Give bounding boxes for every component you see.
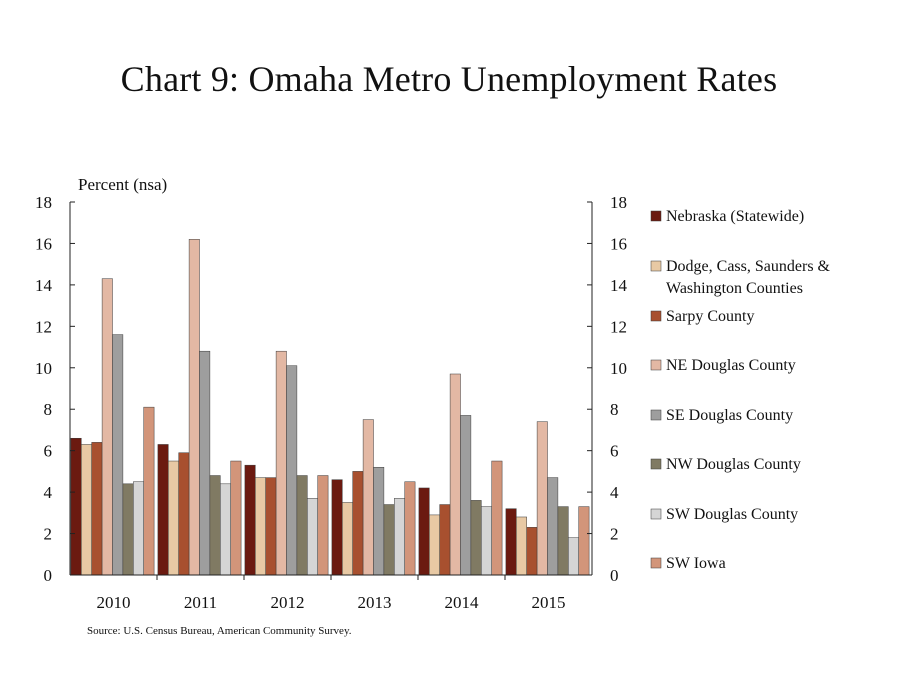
y-tick-label-right: 6 [610, 442, 619, 461]
bar [286, 365, 298, 576]
bar [188, 239, 200, 576]
y-tick-label-left: 16 [35, 234, 52, 253]
legend-label: Nebraska (Statewide) [666, 208, 804, 225]
bar [307, 498, 318, 576]
bar [404, 481, 416, 576]
bar [429, 514, 440, 576]
bar [255, 477, 266, 576]
bar [439, 504, 451, 576]
y-tick-label-left: 18 [35, 193, 52, 212]
legend-label-line: Washington Counties [666, 280, 803, 297]
legend-swatch [650, 359, 662, 371]
legend-label: NW Douglas County [666, 456, 801, 473]
legend-swatch [650, 458, 662, 470]
x-tick-label: 2014 [445, 593, 480, 612]
bar [168, 460, 179, 576]
bar [362, 419, 374, 576]
legend-label-line: Dodge, Cass, Saunders & [666, 258, 831, 275]
source-note: Source: U.S. Census Bureau, American Com… [87, 625, 352, 637]
x-tick-label: 2010 [97, 593, 131, 612]
bar [296, 475, 308, 576]
y-tick-label-right: 16 [610, 234, 627, 253]
y-tick-label-left: 14 [35, 276, 53, 295]
bar [91, 442, 103, 576]
bar [157, 444, 169, 576]
bar [122, 483, 134, 576]
bar [449, 373, 461, 576]
y-tick-label-right: 2 [610, 525, 619, 544]
y-tick-label-left: 12 [35, 317, 52, 336]
bar [317, 475, 329, 576]
bar [230, 460, 242, 576]
axes-layer: 0 0 2 2 4 4 6 6 8 8 10 10 12 12 14 14 16 16 18 18 2010 2011 20… [35, 193, 628, 612]
bar [505, 508, 517, 576]
bar [557, 506, 569, 576]
x-tick-label: 2015 [532, 593, 566, 612]
bar [265, 477, 277, 576]
y-tick-label-right: 18 [610, 193, 627, 212]
bar [70, 437, 82, 576]
bar [568, 537, 579, 576]
bar [578, 506, 590, 576]
bar [178, 452, 190, 576]
bar [418, 487, 430, 576]
bar [209, 475, 221, 576]
bar [101, 278, 113, 576]
y-tick-label-right: 8 [610, 400, 619, 419]
bar [275, 350, 287, 576]
y-axis-unit-label: Percent (nsa) [78, 175, 167, 194]
bar [516, 516, 527, 576]
legend: Nebraska (Statewide) Dodge, Cass, Saunder… [650, 208, 831, 572]
x-tick-label: 2012 [271, 593, 305, 612]
bar [394, 498, 405, 576]
legend-swatch [650, 260, 662, 272]
x-tick-label: 2013 [358, 593, 392, 612]
legend-swatch [650, 409, 662, 421]
bar [470, 500, 482, 576]
bar [220, 483, 231, 576]
bar [244, 464, 256, 576]
y-tick-label-left: 0 [44, 566, 53, 585]
bar [112, 334, 124, 576]
bar [373, 466, 385, 576]
y-tick-label-right: 0 [610, 566, 619, 585]
x-tick-label: 2011 [184, 593, 217, 612]
y-tick-label-right: 14 [610, 276, 628, 295]
legend-label: Dodge, Cass, Saunders & Washington Counti… [666, 258, 831, 297]
bar [342, 502, 353, 576]
bar [81, 444, 92, 576]
chart-title: Chart 9: Omaha Metro Unemployment Rates [120, 59, 778, 99]
bar [491, 460, 503, 576]
bar [133, 481, 144, 576]
y-tick-label-left: 8 [44, 400, 53, 419]
bar [331, 479, 343, 576]
bar [481, 506, 492, 576]
bar [547, 477, 559, 576]
y-tick-label-right: 10 [610, 359, 627, 378]
legend-swatch [650, 210, 662, 222]
legend-swatch [650, 557, 662, 569]
bar [383, 504, 395, 576]
y-tick-label-left: 2 [44, 525, 53, 544]
y-tick-label-right: 4 [610, 483, 619, 502]
legend-swatch [650, 508, 662, 520]
y-tick-label-left: 6 [44, 442, 53, 461]
bar [536, 421, 548, 576]
legend-label: SW Iowa [666, 555, 726, 572]
bars-layer [70, 239, 590, 576]
y-tick-label-right: 12 [610, 317, 627, 336]
bar [526, 527, 538, 576]
bar [352, 471, 364, 576]
y-tick-label-left: 4 [44, 483, 53, 502]
legend-label: Sarpy County [666, 308, 754, 325]
bar [199, 350, 211, 576]
bar [143, 406, 155, 576]
legend-label: NE Douglas County [666, 357, 796, 374]
bar [460, 415, 472, 576]
legend-label: SE Douglas County [666, 407, 793, 424]
legend-swatch [650, 310, 662, 322]
legend-label: SW Douglas County [666, 506, 798, 523]
y-tick-label-left: 10 [35, 359, 52, 378]
